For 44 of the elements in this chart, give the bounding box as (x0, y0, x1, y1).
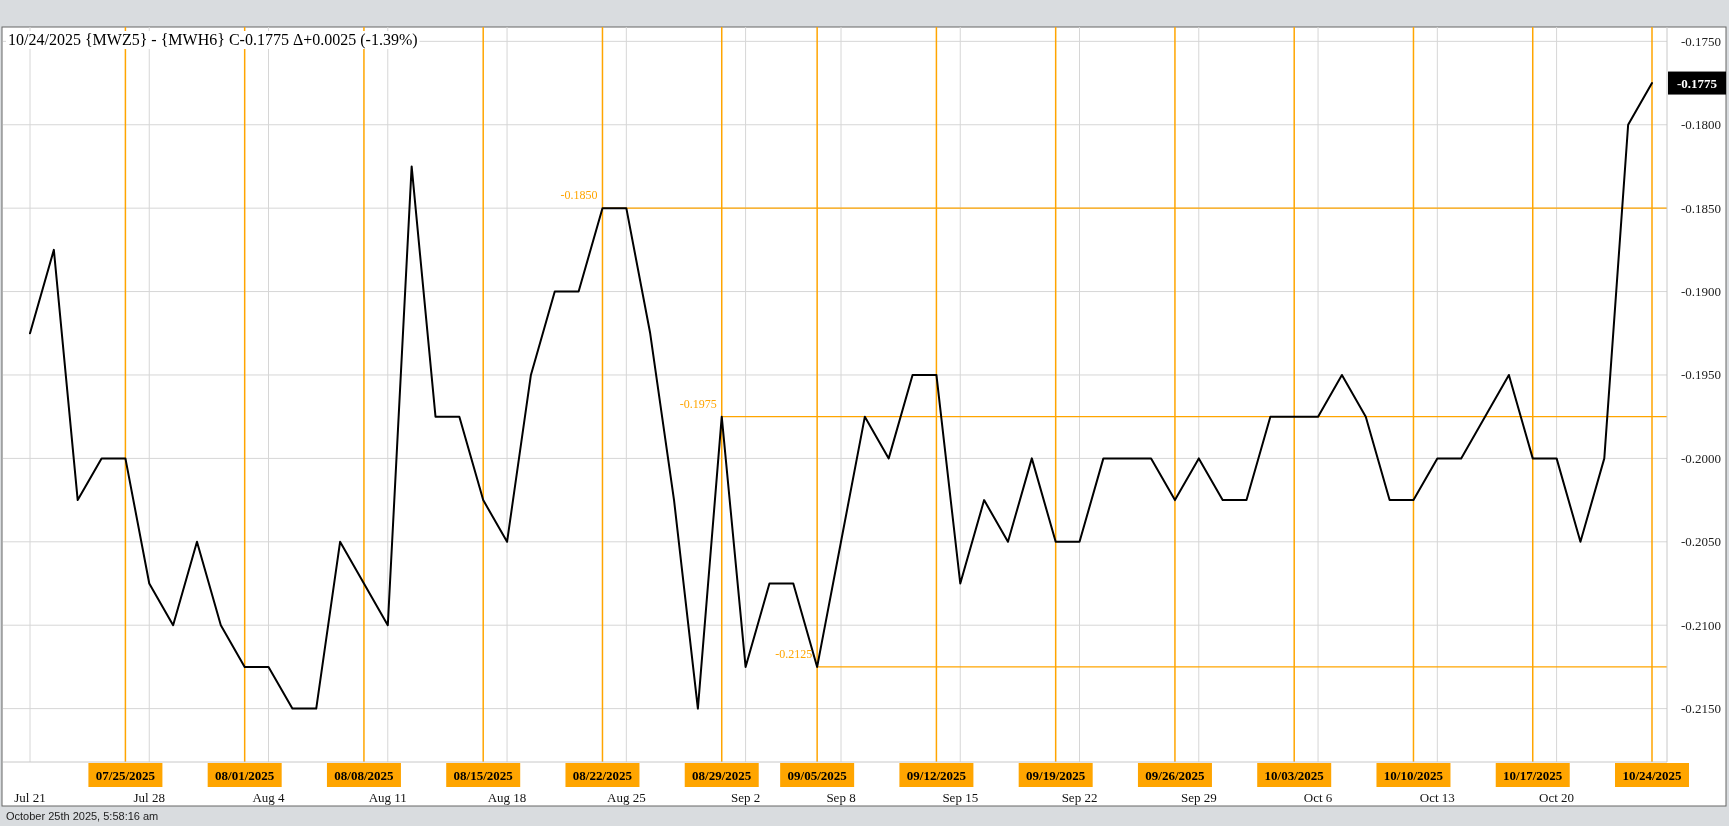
x-tick-label: Oct 20 (1539, 789, 1575, 805)
x-tick-label: Sep 29 (1180, 789, 1217, 805)
y-tick-label: -0.1950 (1681, 367, 1722, 383)
x-tick-label: 08/01/2025 (215, 767, 275, 783)
x-tick-label: 07/25/2025 (95, 767, 156, 783)
x-tick-label: Aug 18 (487, 789, 527, 805)
annotation: -0.1975 (679, 396, 717, 411)
y-tick-label: -0.2050 (1681, 534, 1722, 550)
y-tick-label: -0.1750 (1681, 33, 1722, 49)
x-tick-label: Sep 15 (942, 789, 979, 805)
y-tick-label: -0.1900 (1681, 284, 1722, 300)
x-tick-label: 09/19/2025 (1026, 767, 1086, 783)
x-tick-label: Sep 8 (826, 789, 856, 805)
x-tick-label: 09/12/2025 (906, 767, 967, 783)
x-tick-label: 10/03/2025 (1264, 767, 1325, 783)
x-tick-label: 10/24/2025 (1622, 767, 1683, 783)
x-tick-label: 08/15/2025 (453, 767, 514, 783)
x-tick-label: Sep 22 (1061, 789, 1098, 805)
x-tick-label: Aug 11 (368, 789, 407, 805)
x-tick-label: 09/26/2025 (1145, 767, 1206, 783)
x-tick-label: 10/10/2025 (1383, 767, 1444, 783)
x-tick-label: Oct 13 (1419, 789, 1455, 805)
x-tick-label: 08/08/2025 (334, 767, 395, 783)
y-tick-label: -0.1850 (1681, 200, 1722, 216)
annotation: -0.1775 (1676, 75, 1718, 91)
y-tick-label: -0.2100 (1681, 617, 1722, 633)
annotation: -0.1850 (560, 188, 598, 203)
x-tick-label: Jul 21 (14, 789, 46, 805)
text: October 25th 2025, 5:58:16 am (6, 810, 159, 822)
x-tick-label: 10/17/2025 (1503, 767, 1563, 783)
x-tick-label: 08/29/2025 (692, 767, 752, 783)
x-tick-label: 09/05/2025 (787, 767, 848, 783)
x-tick-label: Sep 2 (730, 789, 761, 805)
x-tick-label: Jul 28 (133, 789, 165, 805)
y-tick-label: -0.2150 (1681, 701, 1722, 717)
chart-title: 10/24/2025 {MWZ5} - {MWH6} C-0.1775 Δ+0.0025 (-1.39%) (8, 31, 418, 49)
annotation: -0.2125 (775, 646, 813, 661)
x-tick-label: Oct 6 (1303, 789, 1333, 805)
x-tick-label: Aug 4 (252, 789, 286, 805)
y-tick-label: -0.2000 (1681, 450, 1722, 466)
y-tick-label: -0.1800 (1681, 117, 1722, 133)
line-series (29, 82, 1653, 710)
x-tick-label: Aug 25 (607, 789, 646, 805)
x-tick-label: 08/22/2025 (572, 767, 633, 783)
